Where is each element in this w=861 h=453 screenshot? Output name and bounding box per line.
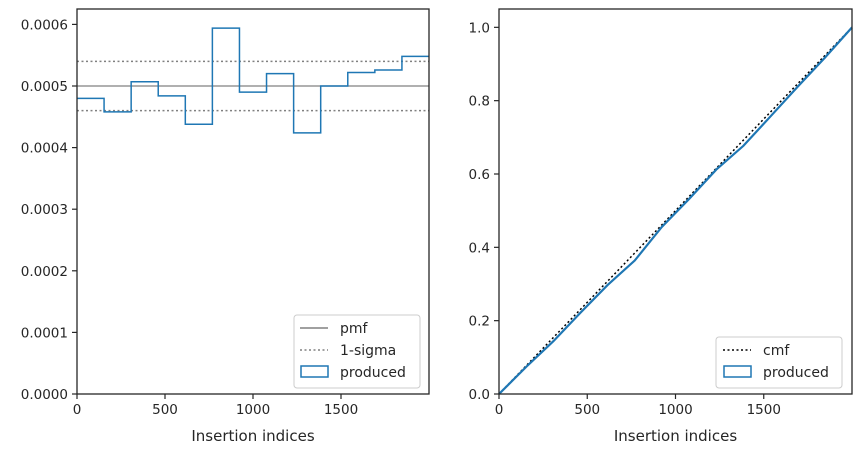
x-tick-label: 1000 <box>236 402 270 418</box>
y-tick-label: 1.0 <box>469 20 490 36</box>
legend-cmf-label: cmf <box>763 343 790 359</box>
y-tick-label: 0.2 <box>469 314 490 330</box>
legend-pmf-label: pmf <box>340 321 369 337</box>
legend-produced-label: produced <box>340 365 406 381</box>
legend-produced-swatch <box>723 365 752 378</box>
produced-cumulative-line <box>498 26 853 395</box>
legend-produced-swatch <box>300 365 329 378</box>
produced-histogram-step <box>77 27 429 134</box>
right-x-axis-label: Insertion indices <box>614 427 737 445</box>
y-tick-label: 0.6 <box>469 167 490 183</box>
y-tick-label: 0.0004 <box>21 141 68 157</box>
right-plot-frame <box>498 8 853 395</box>
right-legend: cmf produced <box>715 336 843 389</box>
left-x-axis-label: Insertion indices <box>191 427 314 445</box>
y-tick-label: 0.0002 <box>21 264 68 280</box>
y-tick-label: 0.4 <box>469 240 490 256</box>
legend-sigma-label: 1-sigma <box>340 343 396 359</box>
left-legend: pmf 1-sigma produced <box>293 314 421 389</box>
x-tick-label: 1500 <box>324 402 358 418</box>
x-tick-label: 500 <box>152 402 178 418</box>
x-tick-label: 0 <box>495 402 504 418</box>
x-tick-label: 500 <box>574 402 600 418</box>
y-tick-label: 0.0001 <box>21 325 68 341</box>
y-tick-label: 0.0000 <box>21 387 68 403</box>
left-chart: 0 500 1000 1500 0.0000 0.0001 0.0002 0.0003 0.0… <box>21 8 430 445</box>
cmf-line <box>498 26 853 395</box>
y-tick-label: 0.8 <box>469 94 490 110</box>
y-tick-label: 0.0005 <box>21 79 68 95</box>
y-tick-label: 0.0 <box>469 387 490 403</box>
legend-produced-label: produced <box>763 365 829 381</box>
x-tick-label: 0 <box>73 402 82 418</box>
y-tick-label: 0.0006 <box>21 17 68 33</box>
x-tick-label: 1500 <box>747 402 781 418</box>
right-chart: 0 500 1000 1500 0.0 0.2 0.4 0.6 0.8 1.0 Insertio… <box>469 8 853 445</box>
y-tick-label: 0.0003 <box>21 202 68 218</box>
x-tick-label: 1000 <box>658 402 692 418</box>
left-legend-box <box>293 314 421 389</box>
